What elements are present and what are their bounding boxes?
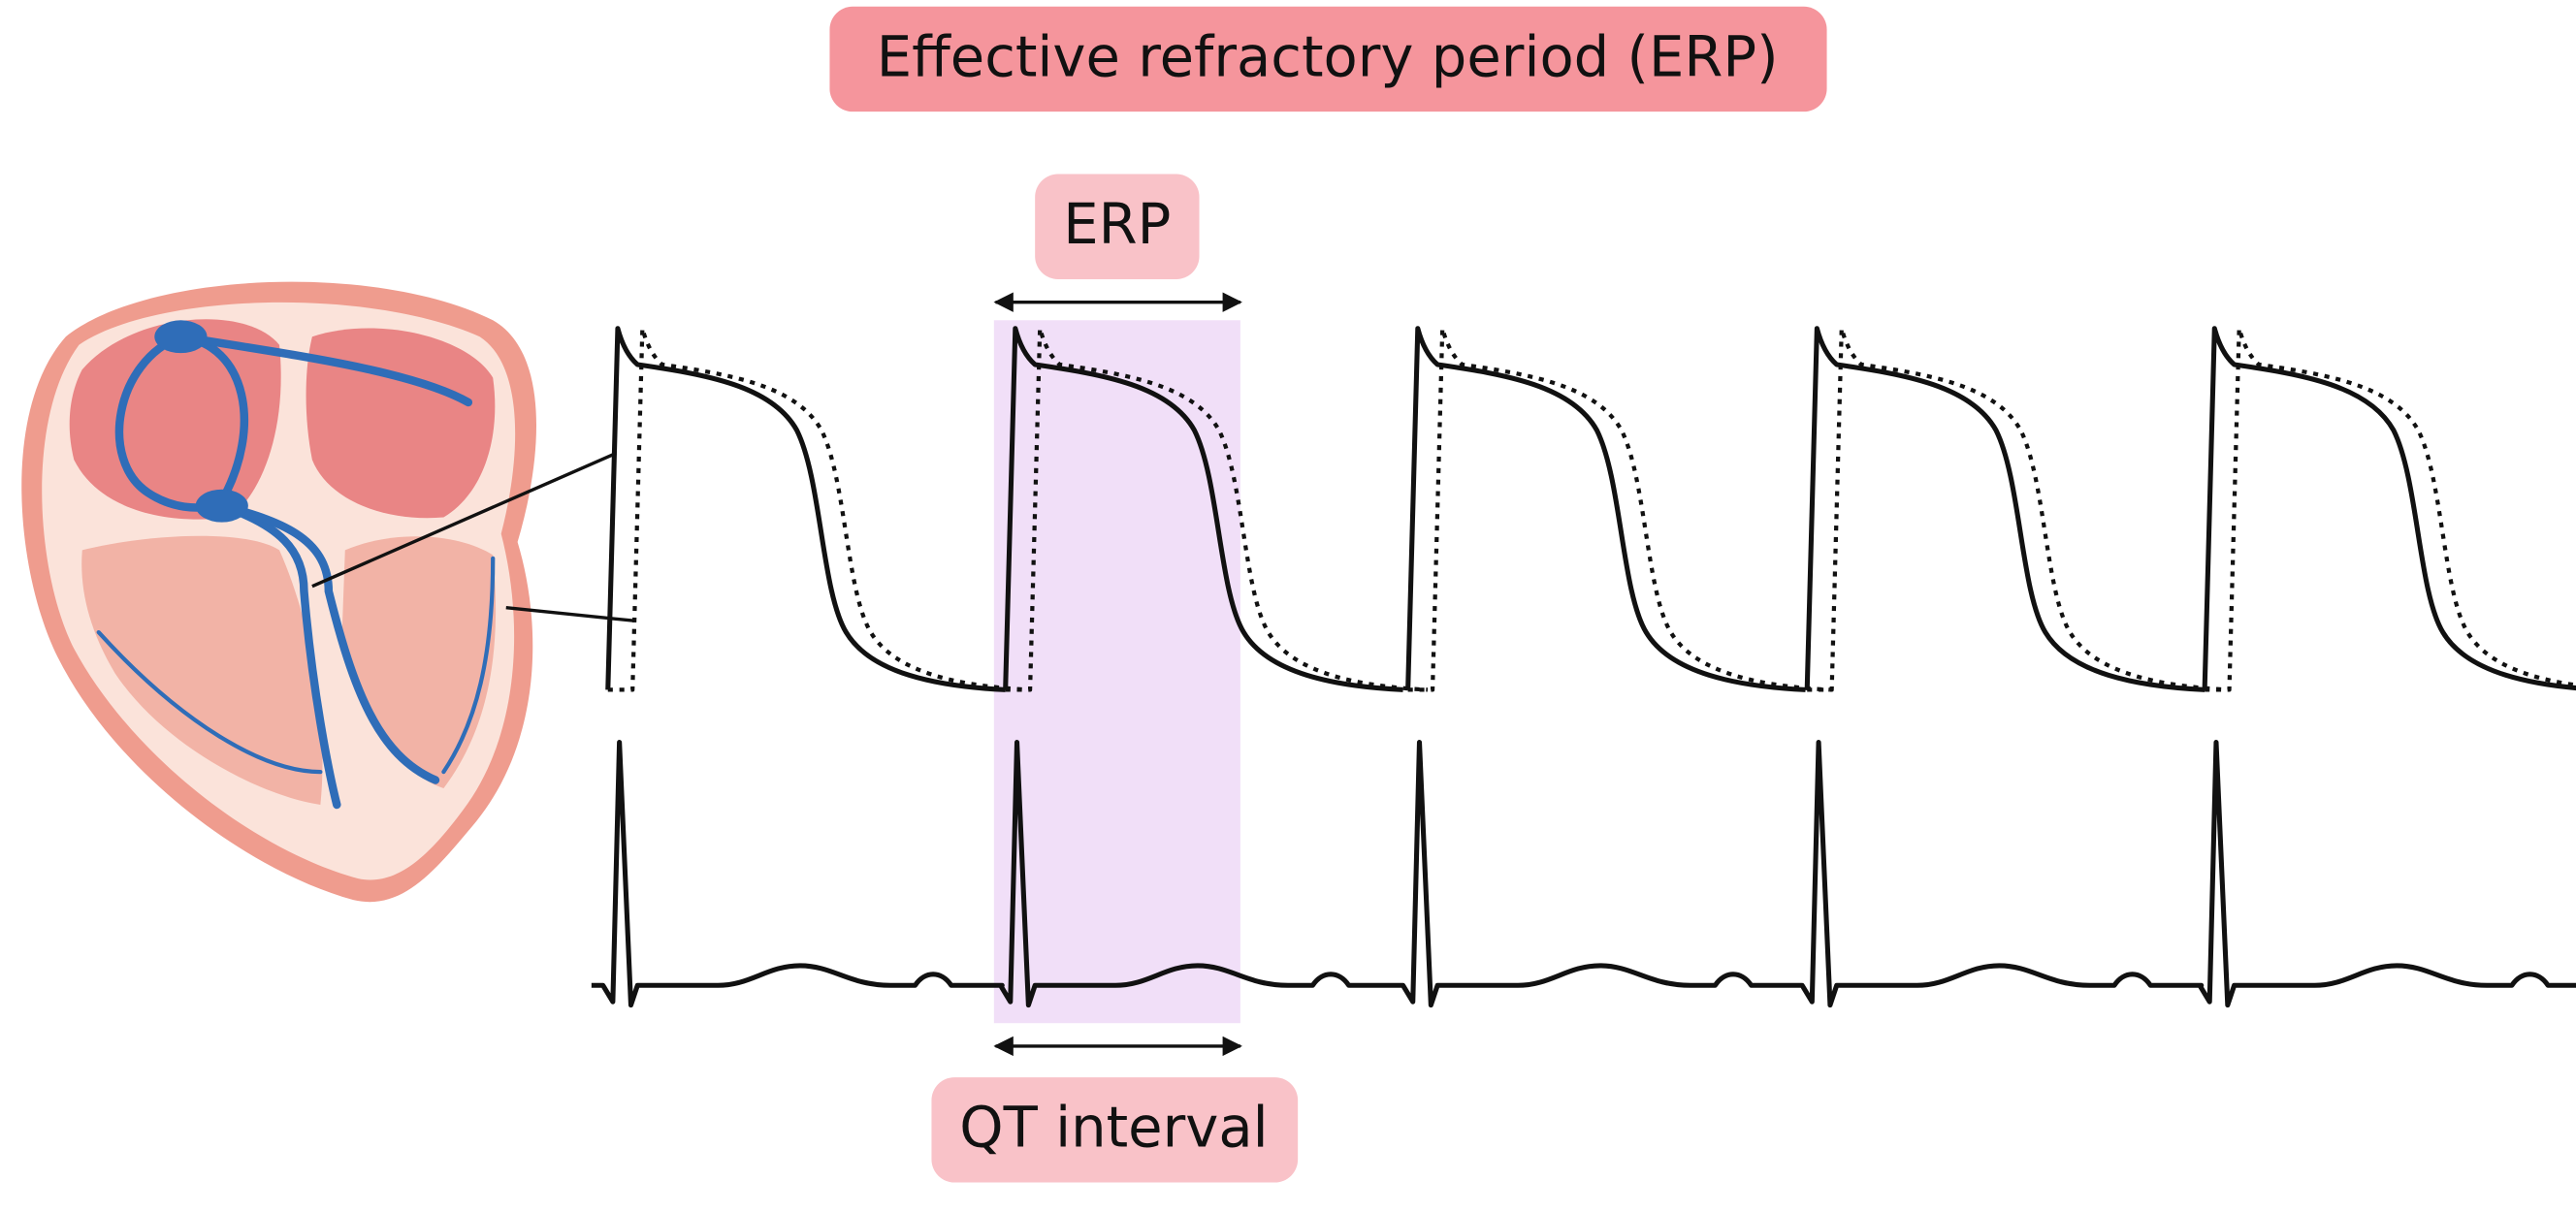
action-potential — [605, 326, 1006, 692]
internodal-path — [114, 332, 218, 512]
av-node — [195, 489, 248, 523]
action-potential — [2202, 326, 2576, 691]
action-potential-dotted — [1807, 326, 2230, 692]
erp-highlight — [993, 320, 1240, 1024]
traces — [591, 326, 2576, 1008]
qt-label: QT interval — [959, 1096, 1268, 1161]
left-atrium — [306, 328, 496, 519]
action-potential-dotted — [607, 326, 1031, 692]
right-bundle — [217, 501, 341, 810]
erp-label: ERP — [1063, 192, 1171, 257]
title-box — [829, 6, 1827, 112]
action-potential — [1405, 326, 1806, 692]
erp-label-box — [1035, 174, 1200, 279]
left-bundle — [217, 501, 440, 784]
bachmann-bundle — [177, 332, 473, 407]
sa-node — [154, 320, 208, 354]
right-ventricle — [81, 535, 323, 805]
action-potential — [1804, 326, 2206, 692]
leader-line — [311, 451, 617, 589]
heart-illustration — [21, 281, 537, 903]
ecg-trace — [591, 740, 2576, 1008]
qt-label-box — [931, 1077, 1299, 1183]
purkinje-fibers — [96, 556, 496, 775]
leader-line — [505, 606, 635, 622]
conduction-system — [96, 332, 496, 810]
action-potential-dotted — [2205, 326, 2576, 692]
title: Effective refractory period (ERP) — [877, 24, 1779, 89]
action-potential-dotted — [1407, 326, 1831, 692]
action-potential-dotted — [1005, 326, 1429, 692]
action-potential — [1003, 326, 1403, 692]
